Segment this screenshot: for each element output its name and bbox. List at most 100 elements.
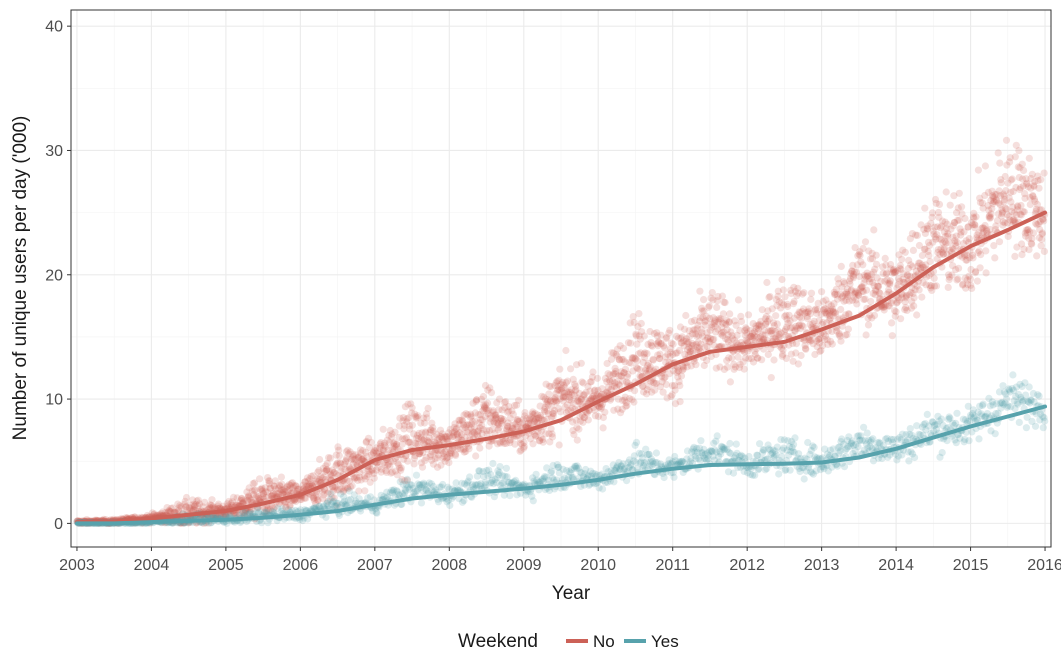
data-point-yes — [790, 440, 798, 449]
data-point-yes — [415, 484, 423, 492]
data-point-no — [673, 349, 681, 357]
data-point-yes — [800, 475, 808, 483]
data-point-no — [773, 320, 781, 328]
data-point-no — [424, 404, 432, 412]
data-point-no — [342, 456, 350, 465]
data-point-no — [228, 501, 236, 509]
data-point-yes — [991, 430, 999, 438]
data-point-no — [201, 498, 209, 506]
data-point-no — [211, 504, 219, 512]
data-point-no — [789, 357, 797, 365]
data-point-no — [206, 503, 214, 511]
data-point-yes — [366, 493, 375, 501]
data-point-yes — [534, 478, 542, 486]
data-point-no — [858, 287, 867, 295]
data-point-no — [309, 492, 317, 500]
data-point-no — [357, 456, 366, 464]
data-point-no — [323, 466, 331, 474]
data-point-yes — [412, 471, 421, 479]
data-point-no — [616, 381, 624, 390]
data-point-no — [532, 432, 540, 440]
data-point-no — [646, 363, 654, 371]
data-point-no — [672, 332, 681, 340]
data-point-no — [772, 312, 780, 320]
data-point-no — [414, 440, 422, 449]
data-point-no — [764, 350, 772, 359]
data-point-no — [255, 495, 263, 503]
data-point-no — [447, 449, 455, 457]
data-point-no — [476, 411, 484, 419]
data-point-no — [765, 293, 773, 301]
data-point-no — [841, 290, 849, 298]
data-point-no — [372, 449, 381, 457]
data-point-no — [716, 316, 724, 324]
data-point-yes — [475, 467, 483, 475]
data-point-no — [286, 481, 294, 489]
data-point-no — [709, 296, 717, 304]
data-point-no — [1021, 190, 1029, 198]
data-point-no — [678, 333, 686, 341]
data-point-no — [699, 313, 707, 322]
data-point-no — [1020, 245, 1028, 253]
data-point-no — [926, 281, 934, 290]
data-point-no — [774, 326, 782, 335]
data-point-no — [1004, 232, 1012, 240]
data-point-no — [283, 483, 291, 491]
data-point-no — [704, 333, 712, 341]
data-point-no — [251, 479, 259, 487]
data-point-no — [772, 334, 780, 342]
data-point-no — [395, 422, 403, 430]
data-point-yes — [241, 508, 249, 516]
data-point-yes — [393, 487, 401, 495]
data-point-no — [607, 355, 616, 363]
data-point-no — [258, 487, 266, 495]
data-point-no — [496, 438, 504, 446]
data-point-no — [509, 425, 517, 433]
data-point-yes — [975, 435, 983, 443]
x-tick-label: 2006 — [283, 557, 319, 574]
data-point-no — [565, 388, 573, 396]
data-point-no — [313, 475, 321, 483]
data-point-no — [367, 438, 375, 446]
data-point-no — [960, 228, 968, 236]
data-point-no — [866, 255, 875, 263]
data-point-no — [503, 422, 511, 430]
data-point-no — [269, 491, 277, 499]
data-point-no — [310, 494, 318, 502]
data-point-yes — [507, 479, 515, 488]
data-point-no — [589, 368, 597, 376]
data-point-no — [513, 423, 521, 431]
data-point-yes — [495, 469, 503, 477]
data-point-no — [506, 436, 514, 444]
data-point-no — [1001, 172, 1009, 181]
data-point-no — [1032, 205, 1040, 213]
data-point-no — [741, 354, 750, 362]
data-point-no — [545, 382, 554, 390]
data-point-no — [780, 327, 789, 336]
data-point-no — [724, 331, 732, 339]
data-point-no — [309, 472, 317, 480]
data-point-yes — [437, 483, 445, 491]
data-point-no — [190, 506, 198, 514]
data-point-no — [523, 415, 531, 423]
data-point-yes — [311, 504, 319, 512]
data-point-no — [458, 431, 466, 439]
data-point-no — [501, 399, 509, 407]
data-point-no — [445, 432, 453, 440]
data-point-no — [847, 286, 856, 294]
data-point-no — [632, 332, 640, 340]
data-point-no — [864, 314, 872, 322]
data-point-no — [584, 382, 592, 390]
data-point-no — [700, 307, 708, 315]
data-point-no — [515, 396, 523, 404]
legend-title: Weekend — [458, 631, 538, 651]
data-point-yes — [326, 495, 334, 504]
data-point-no — [1020, 208, 1028, 216]
data-point-yes — [396, 478, 404, 486]
data-point-no — [955, 264, 963, 272]
data-point-no — [326, 474, 334, 482]
data-point-no — [765, 315, 773, 323]
data-point-no — [701, 321, 709, 329]
data-point-no — [816, 339, 824, 347]
data-point-no — [261, 504, 269, 512]
